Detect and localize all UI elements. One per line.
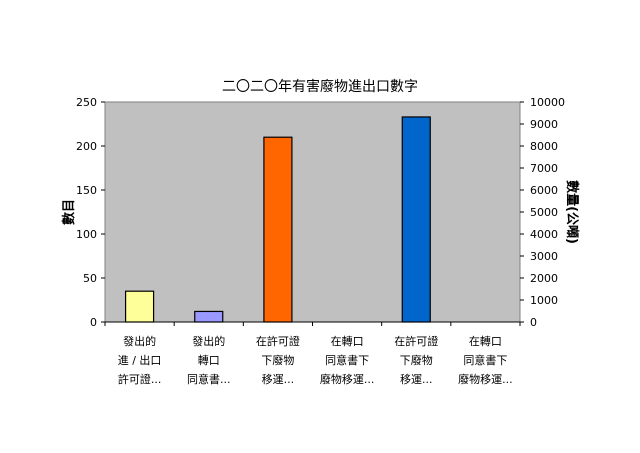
x-tick-label: 在許可證 xyxy=(394,334,438,348)
y2-tick-label: 5000 xyxy=(530,206,558,219)
y2-tick-label: 2000 xyxy=(530,272,558,285)
x-tick-label: 移運... xyxy=(400,373,433,386)
bar xyxy=(263,136,293,323)
x-tick-label: 下廢物 xyxy=(261,353,294,367)
y2-tick-label: 6000 xyxy=(530,184,558,197)
x-tick-label: 在轉口 xyxy=(469,335,502,348)
y2-tick-label: 1000 xyxy=(530,294,558,307)
y-tick-label: 0 xyxy=(90,316,97,329)
y-tick-label: 250 xyxy=(76,96,97,109)
y2-tick-label: 10000 xyxy=(530,96,565,109)
y2-tick-label: 7000 xyxy=(530,162,558,175)
x-tick-label: 下廢物 xyxy=(400,353,433,367)
y-tick-label: 200 xyxy=(76,140,97,153)
y2-tick-label: 4000 xyxy=(530,228,558,241)
x-tick-label: 同意書... xyxy=(187,372,231,386)
y2-tick-label: 0 xyxy=(530,316,537,329)
x-tick-label: 轉口 xyxy=(198,354,220,367)
y-tick-label: 50 xyxy=(83,272,97,285)
x-tick-label: 許可證... xyxy=(118,372,162,386)
x-tick-label: 在轉口 xyxy=(331,335,364,348)
y-axis-label: 數目 xyxy=(61,199,77,225)
plot-area xyxy=(104,101,521,323)
x-tick-label: 發出的 xyxy=(123,334,156,348)
y-tick-label: 100 xyxy=(76,228,97,241)
x-tick-label: 移運... xyxy=(262,373,295,386)
y2-axis-label: 數量(公噸) xyxy=(564,180,580,244)
x-tick-label: 發出的 xyxy=(192,334,225,348)
y-tick-label: 150 xyxy=(76,184,97,197)
x-tick-label: 同意書下 xyxy=(325,353,369,367)
y2-tick-label: 8000 xyxy=(530,140,558,153)
x-tick-label: 進 / 出口 xyxy=(118,353,162,367)
y2-tick-label: 3000 xyxy=(530,250,558,263)
x-tick-label: 在許可證 xyxy=(256,334,300,348)
x-tick-label: 廢物移運... xyxy=(320,372,375,386)
x-tick-label: 同意書下 xyxy=(463,353,507,367)
bar xyxy=(124,290,155,323)
chart-title: 二〇二〇年有害廢物進出口數字 xyxy=(222,78,418,95)
bar xyxy=(194,310,224,323)
bar xyxy=(401,116,431,323)
y2-tick-label: 9000 xyxy=(530,118,558,131)
x-tick-label: 廢物移運... xyxy=(458,372,513,386)
